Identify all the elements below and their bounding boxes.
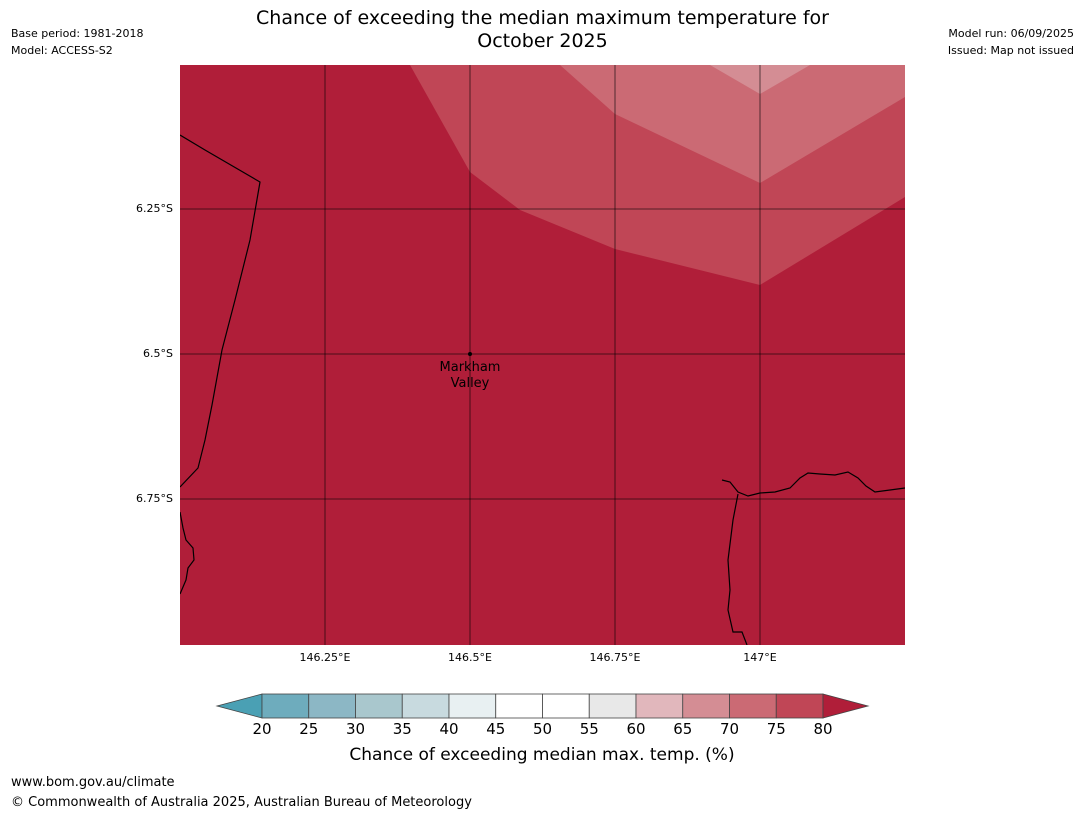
base-period-label: Base period: 1981-2018 [11, 27, 144, 40]
map-title-line2: October 2025 [477, 30, 608, 52]
colorbar-segment [588, 693, 637, 719]
colorbar-extend-high [822, 693, 870, 719]
footer-copyright: © Commonwealth of Australia 2025, Austra… [11, 795, 472, 810]
colorbar-tick-label: 20 [252, 720, 272, 738]
colorbar-tick-label: 25 [299, 720, 319, 738]
place-label: Markham Valley [425, 360, 515, 392]
model-label: Model: ACCESS-S2 [11, 44, 113, 57]
lat-tick-label: 6.25°S [136, 202, 173, 215]
colorbar-segment [729, 693, 777, 719]
coastline-southeast [721, 471, 905, 497]
header-meta-left: Base period: 1981-2018 Model: ACCESS-S2 [11, 25, 143, 59]
place-name-line2: Valley [450, 376, 490, 391]
issued-label: Issued: Map not issued [947, 44, 1074, 57]
colorbar-extend-low [215, 693, 263, 719]
colorbar-segment [635, 693, 684, 719]
colorbar-tick-label: 70 [719, 720, 740, 738]
colorbar-tick-label: 35 [392, 720, 412, 738]
colorbar-tick-label: 60 [626, 720, 646, 738]
lon-tick-label: 146.75°E [589, 651, 641, 664]
coastline-west [180, 134, 261, 488]
colorbar-segment [261, 693, 310, 719]
colorbar-segment [355, 693, 403, 719]
header-meta-right: Model run: 06/09/2025 Issued: Map not is… [948, 25, 1074, 59]
colorbar-segment [775, 693, 824, 719]
colorbar-tick-label: 45 [486, 720, 506, 738]
lon-tick-label: 146.5°E [448, 651, 492, 664]
colorbar-tick-label: 30 [345, 720, 366, 738]
colorbar-tick-label: 80 [813, 720, 833, 738]
colorbar-segment [308, 693, 356, 719]
colorbar-segment [401, 693, 450, 719]
place-marker [468, 352, 472, 356]
coastline-south [727, 493, 748, 645]
colorbar-tick-label: 40 [439, 720, 459, 738]
map-title-line1: Chance of exceeding the median maximum t… [256, 7, 829, 29]
lat-tick-label: 6.5°S [143, 347, 173, 360]
footer-url[interactable]: www.bom.gov.au/climate [11, 775, 175, 790]
colorbar-segment [448, 693, 497, 719]
lat-tick-label: 6.75°S [136, 492, 173, 505]
model-run-label: Model run: 06/09/2025 [948, 27, 1074, 40]
colorbar-tick-label: 75 [766, 720, 786, 738]
colorbar-tick-label: 55 [579, 720, 599, 738]
coastline-southwest [180, 511, 195, 595]
lon-tick-label: 147°E [743, 651, 777, 664]
colorbar-tick-label: 50 [532, 720, 553, 738]
colorbar-segment [542, 693, 590, 719]
colorbar-label: Chance of exceeding median max. temp. (%… [349, 745, 735, 765]
map-title: Chance of exceeding the median maximum t… [180, 7, 905, 53]
colorbar-segment [495, 693, 543, 719]
region-70-75 [560, 65, 905, 183]
colorbar-tick-label: 65 [673, 720, 693, 738]
colorbar-segment [682, 693, 730, 719]
lon-tick-label: 146.25°E [299, 651, 351, 664]
place-name-line1: Markham [439, 360, 501, 375]
